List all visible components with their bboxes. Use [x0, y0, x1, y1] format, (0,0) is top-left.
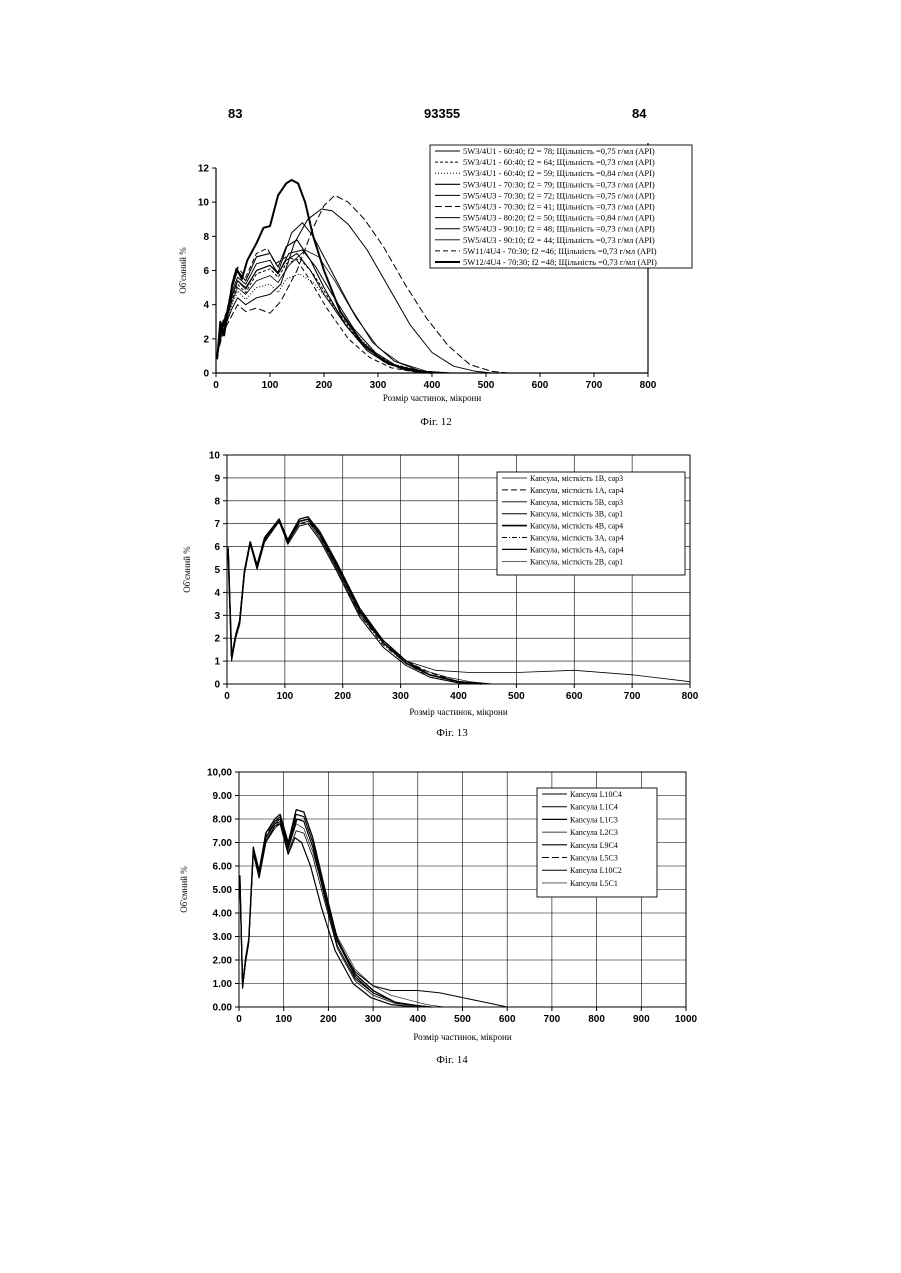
x-tick-label: 900 [633, 1014, 650, 1025]
series-line-8 [240, 821, 445, 1007]
figure-14-caption: Фіг. 14 [392, 1054, 512, 1066]
y-axis-label: Об'ємний % [179, 866, 189, 913]
y-tick-label: 0.00 [213, 1003, 233, 1014]
y-tick-label: 10,00 [207, 768, 232, 779]
legend-entry: Капсула L10C4 [570, 790, 622, 799]
legend-entry: Капсула L1C3 [570, 815, 618, 824]
legend-entry: Капсула L9C4 [570, 841, 618, 850]
legend-entry: Капсула L2C3 [570, 828, 618, 837]
legend-entry: Капсула L5C1 [570, 879, 618, 888]
legend-entry: Капсула L5C3 [570, 854, 618, 863]
x-tick-label: 300 [365, 1014, 382, 1025]
x-tick-label: 500 [454, 1014, 471, 1025]
x-tick-label: 400 [409, 1014, 426, 1025]
series-line-3 [240, 810, 431, 1007]
y-tick-label: 5.00 [213, 885, 233, 896]
y-tick-label: 4.00 [213, 909, 233, 920]
series-line-2 [240, 814, 431, 1007]
series-line-6 [240, 814, 431, 1007]
y-tick-label: 2.00 [213, 956, 233, 967]
legend-entry: Капсула L1C4 [570, 803, 618, 812]
x-tick-label: 600 [499, 1014, 516, 1025]
y-tick-label: 1.00 [213, 979, 233, 990]
legend-entry: Капсула L10C2 [570, 866, 622, 875]
x-tick-label: 0 [236, 1014, 242, 1025]
x-tick-label: 700 [544, 1014, 561, 1025]
y-tick-label: 7.00 [213, 838, 233, 849]
y-tick-label: 3.00 [213, 932, 233, 943]
y-tick-label: 6.00 [213, 862, 233, 873]
x-axis-label: Розмір частинок, мікрони [413, 1032, 511, 1042]
x-tick-label: 200 [320, 1014, 337, 1025]
x-tick-label: 1000 [675, 1014, 698, 1025]
y-tick-label: 8.00 [213, 815, 233, 826]
series-line-4 [240, 824, 431, 1007]
y-tick-label: 9.00 [213, 791, 233, 802]
x-tick-label: 800 [588, 1014, 605, 1025]
x-tick-label: 100 [275, 1014, 292, 1025]
figure-14-chart: 0 100 200 300 400 500 600 700 800 900 1000 0.00 1.00… [0, 0, 901, 1060]
series-line-5 [240, 824, 418, 1007]
